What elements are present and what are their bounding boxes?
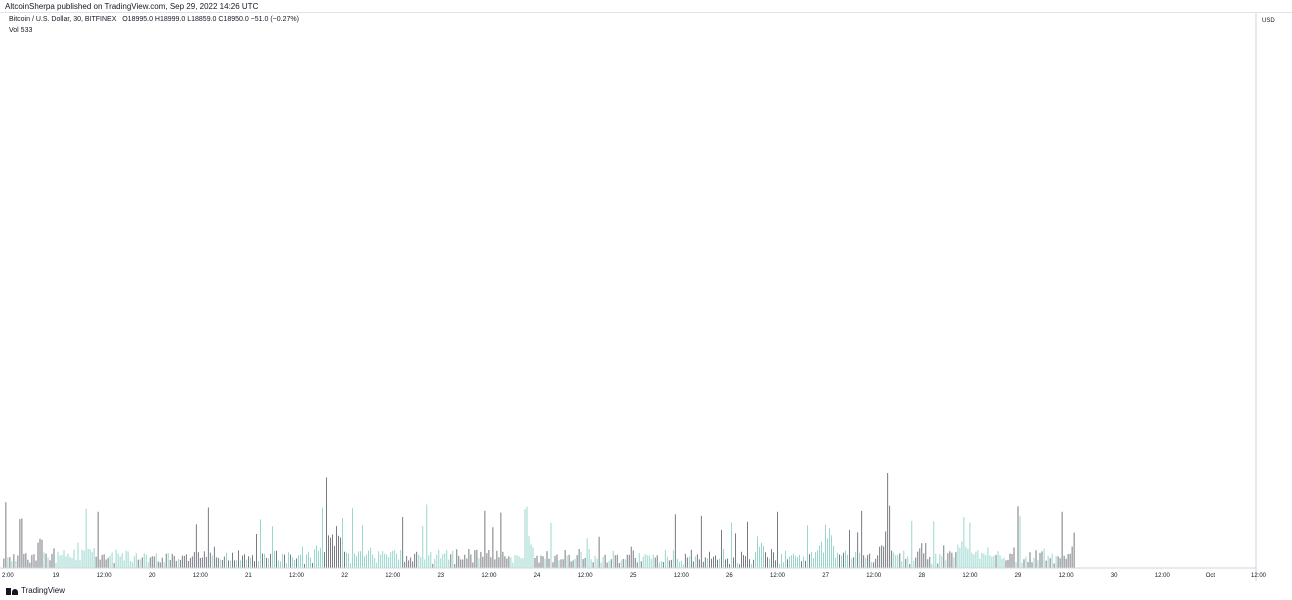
time-tick-label: 24 [534, 573, 541, 579]
time-tick-label: 23 [437, 573, 444, 579]
currency-label: USD [1262, 18, 1275, 24]
chart-legend: Bitcoin / U.S. Dollar, 30, BITFINEX O189… [9, 14, 299, 36]
time-tick-label: 21 [245, 573, 252, 579]
time-tick-label: 27 [822, 573, 829, 579]
time-tick-label: 12:00 [481, 573, 497, 579]
tradingview-footer[interactable]: TradingView [6, 586, 65, 596]
time-tick-label: 2:00 [2, 573, 14, 579]
time-tick-label: 25 [630, 573, 637, 579]
time-tick-label: 12:00 [770, 573, 786, 579]
published-header: AltcoinSherpa published on TradingView.c… [0, 0, 1292, 13]
volume-bars [3, 473, 1075, 568]
time-tick-label: 26 [726, 573, 733, 579]
legend-symbol-row: Bitcoin / U.S. Dollar, 30, BITFINEX O189… [9, 14, 299, 25]
time-tick-label: 12:00 [385, 573, 401, 579]
legend-ohlc: O18995.0 H18999.0 L18859.0 C18950.0 −51.… [122, 16, 299, 23]
time-tick-label: 12:00 [1251, 573, 1267, 579]
time-tick-label: 29 [1015, 573, 1022, 579]
time-tick-label: 12:00 [1155, 573, 1171, 579]
time-tick-label: 20 [149, 573, 156, 579]
tradingview-logo-icon [6, 587, 18, 595]
time-tick-label: 12:00 [578, 573, 594, 579]
time-tick-label: 12:00 [193, 573, 209, 579]
footer-brand: TradingView [21, 586, 66, 595]
time-tick-label: Oct [1206, 573, 1216, 579]
legend-volume: Vol 533 [9, 27, 33, 34]
price-axis-bg [1256, 13, 1292, 581]
time-tick-label: 30 [1111, 573, 1118, 579]
time-tick-label: 12:00 [674, 573, 690, 579]
time-tick-label: 22 [341, 573, 348, 579]
legend-symbol[interactable]: Bitcoin / U.S. Dollar, 30, BITFINEX [9, 16, 117, 23]
time-tick-label: 19 [53, 573, 60, 579]
time-tick-label: 12:00 [866, 573, 882, 579]
price-chart[interactable]: USD 2:00 19 12:00 20 12:00 21 12:00 22 12:00 23 12… [0, 13, 1292, 585]
published-text: AltcoinSherpa published on TradingView.c… [5, 2, 259, 11]
time-tick-label: 12:00 [962, 573, 978, 579]
time-tick-label: 12:00 [97, 573, 113, 579]
time-tick-label: 28 [918, 573, 925, 579]
time-axis[interactable]: 2:00 19 12:00 20 12:00 21 12:00 22 12:00 23 12:00 2… [2, 573, 1267, 579]
time-tick-label: 12:00 [1059, 573, 1075, 579]
time-tick-label: 12:00 [289, 573, 305, 579]
